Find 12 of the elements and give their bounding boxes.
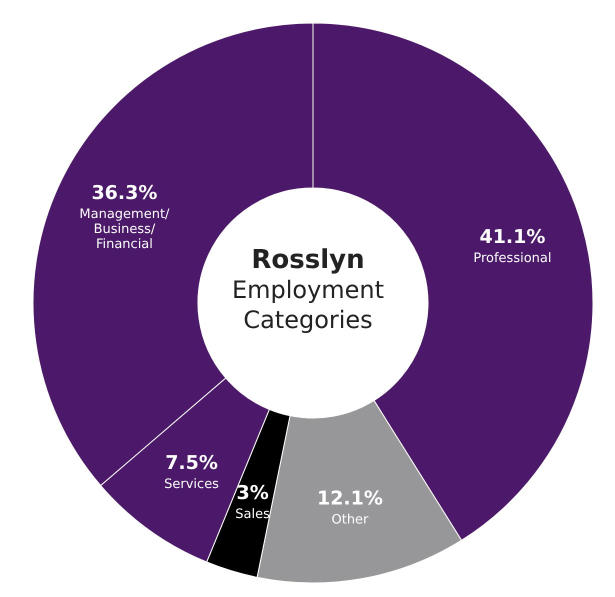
text: Rosslyn [251, 245, 365, 275]
text: Employment Categories [232, 276, 384, 334]
slice-label: Management/ Business/ Financial [79, 206, 170, 252]
slice-label: Other [332, 512, 370, 528]
slice-label: Professional [473, 251, 552, 266]
data-label: 7.5% [165, 452, 218, 474]
data-label: 12.1% [317, 488, 383, 510]
data-label: 3% [236, 482, 269, 504]
slice-label: Sales [235, 507, 270, 522]
data-label: 41.1% [479, 226, 546, 248]
slice-label: Services [164, 476, 220, 492]
data-label: 36.3% [91, 182, 158, 204]
